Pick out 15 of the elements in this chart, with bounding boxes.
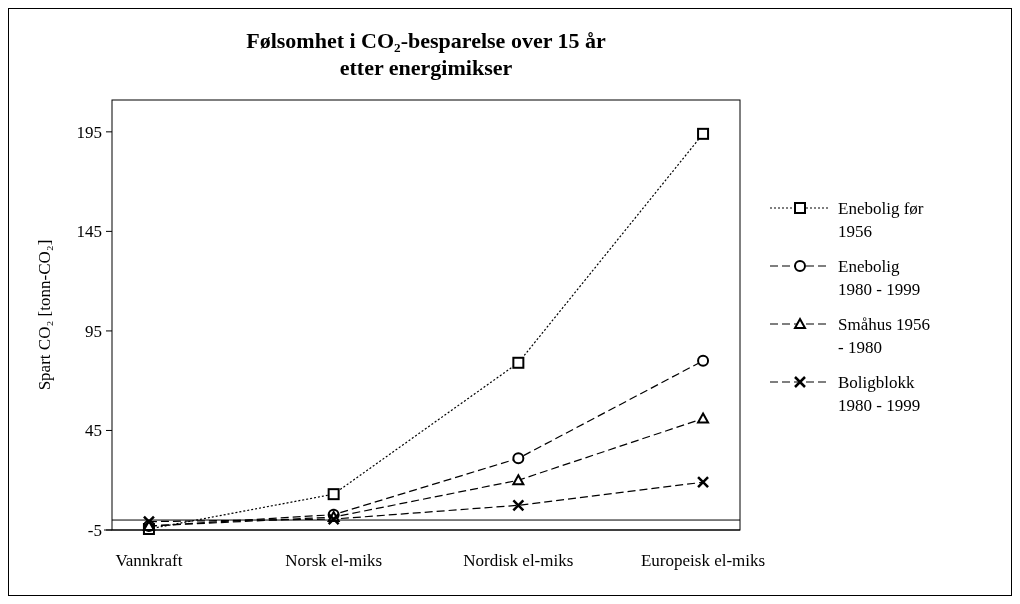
x-tick-label: Vannkraft (115, 551, 183, 570)
legend-label: Boligblokk 1980 - 1999 (838, 373, 921, 415)
legend-label: Enebolig før 1956 (838, 199, 924, 241)
chart-title: Følsomhet i CO₂-besparelse over 15 år etter energimikser (246, 28, 607, 80)
y-tick-label: 95 (85, 321, 102, 341)
legend-label: Småhus 1956 - 1980 (838, 315, 931, 357)
y-tick-label: 45 (85, 421, 102, 441)
y-tick-label: -5 (87, 521, 102, 540)
x-tick-label: Europeisk el-miks (640, 551, 766, 570)
x-tick-label: Norsk el-miks (285, 551, 383, 570)
legend-label: Enebolig 1980 - 1999 (838, 257, 921, 299)
y-axis-title: Spart CO₂ [tonn-CO₂] (35, 239, 54, 391)
y-tick-label: 145 (76, 222, 102, 242)
x-tick-label: Nordisk el-miks (463, 551, 574, 570)
y-tick-label: 195 (76, 122, 102, 142)
